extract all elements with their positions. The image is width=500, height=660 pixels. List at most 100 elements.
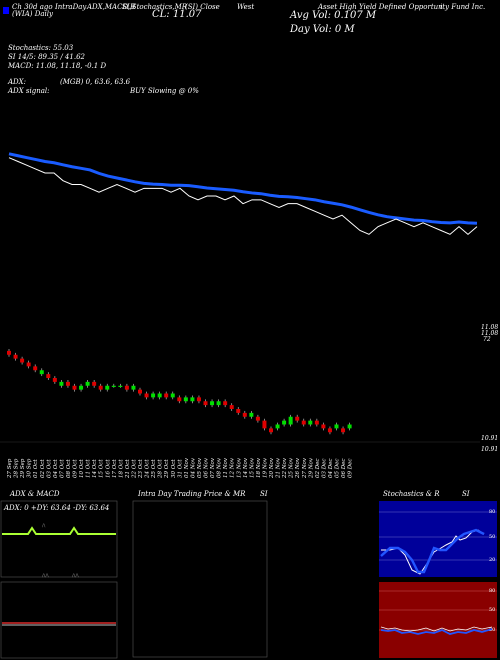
candle-body <box>151 393 156 398</box>
x-tick-label: 13 Nov <box>236 457 242 478</box>
header-label-3: ADX,MACD,R <box>87 3 136 11</box>
x-tick-label: 02 Dec <box>315 459 321 479</box>
x-tick-label: 09 Oct <box>73 459 79 478</box>
x-tick-label: 25 Oct <box>151 459 157 479</box>
candle-body <box>249 412 254 417</box>
candle-body <box>131 385 136 390</box>
candle-body <box>52 378 57 382</box>
candle-body <box>282 420 287 425</box>
intraday-panel-title: Intra Day Trading Price & MR <box>138 490 246 498</box>
candle-body <box>347 424 352 429</box>
candle-body <box>85 381 90 386</box>
x-tick-label: 07 Oct <box>59 459 65 478</box>
x-tick-label: 08 Oct <box>66 459 72 478</box>
x-tick-label: 16 Oct <box>105 459 111 478</box>
macd-marker-a: /\/\ <box>42 573 49 579</box>
candle-body <box>288 416 293 425</box>
x-tick-label: 30 Oct <box>171 459 177 478</box>
stochastics-readout: Stochastics: 55.03 <box>8 44 74 52</box>
si-slow-line <box>380 628 493 635</box>
header-label-5: (SI) Close <box>185 3 220 11</box>
candle-body <box>334 424 339 429</box>
x-tick-label: 24 Oct <box>145 459 151 479</box>
x-tick-label: 15 Nov <box>249 457 255 478</box>
x-tick-label: 29 Sep <box>20 458 26 479</box>
candle-body <box>255 416 260 421</box>
si-tick-50: 50 <box>489 607 495 613</box>
x-tick-label: 02 Oct <box>40 459 46 478</box>
candle-body <box>13 354 18 359</box>
candle-body <box>170 393 175 398</box>
price-label-top-a: 11.08 <box>481 324 498 331</box>
adx-line <box>2 526 116 535</box>
x-tick-label: 03 Dec <box>321 459 327 479</box>
header-label-6: West <box>237 3 255 11</box>
candle-body <box>98 385 103 390</box>
stochastics-panel <box>379 501 497 577</box>
candle-body <box>242 412 247 417</box>
x-tick-label: 01 Nov <box>184 457 190 478</box>
price-label-low-b: 10.91 <box>481 446 498 453</box>
x-tick-label: 29 Nov <box>308 457 314 479</box>
x-tick-label: 25 Nov <box>289 457 295 479</box>
candle-body <box>223 401 228 406</box>
x-tick-label: 04 Oct <box>53 459 59 478</box>
x-tick-label: 23 Oct <box>138 459 144 479</box>
si-tick-80: 80 <box>489 588 495 594</box>
mgb-readout: (MGB) 0, 63.6, 63.6 <box>60 78 131 86</box>
stoch-tick-50: 50 <box>489 534 495 540</box>
candle-body <box>295 416 300 421</box>
header-label-7: Asset High Yield Defined Opportun <box>318 3 443 11</box>
candle-body <box>327 428 332 433</box>
x-tick-label: 21 Nov <box>276 457 282 479</box>
x-tick-label: 19 Nov <box>262 457 268 478</box>
x-tick-label: 01 Oct <box>33 459 39 478</box>
candle-body <box>229 405 234 409</box>
adx-signal-readout: ADX signal: <box>8 87 50 95</box>
stochastics-panel-si: SI <box>462 490 470 498</box>
close-price-line <box>8 157 478 235</box>
x-tick-label: 14 Oct <box>92 459 98 478</box>
x-tick-label: 17 Oct <box>112 459 118 478</box>
x-tick-label: 04 Nov <box>190 457 196 478</box>
x-tick-label: 15 Oct <box>99 459 105 478</box>
header-label-2: IntraDay <box>55 3 87 11</box>
x-tick-label: 27 Nov <box>302 457 308 479</box>
price-chart: 11.08 11.08 72 10.91 10.91 27 Sep 28 Sep 2… <box>0 152 498 479</box>
candle-body <box>262 420 267 429</box>
day-volume-label: Day Vol: 0 M <box>290 24 355 35</box>
x-tick-label: 14 Nov <box>243 457 249 478</box>
price-label-top-b: 11.08 <box>481 330 498 337</box>
candle-body <box>92 381 97 386</box>
candle-body <box>7 350 11 355</box>
candle-body <box>203 401 208 406</box>
adx-panel <box>0 500 118 578</box>
candle-body <box>275 424 280 429</box>
ticker-label: (WIA) Daily <box>12 10 53 18</box>
legend-marker-icon <box>3 7 9 14</box>
stochastics-k-line <box>381 529 485 575</box>
x-tick-label: 22 Oct <box>131 459 137 479</box>
si-readout: SI 14/5: 89.35 / 41.62 <box>8 53 85 61</box>
moving-average-line <box>8 152 478 225</box>
x-tick-label: 11 Oct <box>86 459 92 478</box>
header-label-8: ity Fund Inc. <box>440 3 486 11</box>
header-label-4: SI,Stochastics,MR <box>122 3 188 11</box>
header-label-1: Ch 30d ago <box>12 3 53 11</box>
price-label-low-a: 10.91 <box>481 435 498 442</box>
x-tick-label: 07 Nov <box>210 457 216 478</box>
x-tick-label: 12 Nov <box>230 457 236 478</box>
candle-body <box>301 420 306 425</box>
x-tick-label: 04 Dec <box>328 459 334 479</box>
stoch-tick-80: 80 <box>489 509 495 515</box>
candle-body <box>59 381 64 386</box>
x-tick-label: 06 Dec <box>341 459 347 479</box>
avg-volume-label: Avg Vol: 0.107 M <box>290 10 377 21</box>
candle-body <box>26 362 31 367</box>
candle-body <box>314 420 319 425</box>
close-price-label: CL: 11.07 <box>152 9 202 20</box>
indicator-panels: ADX: 0 +DY: 63.64 -DY: 63.64 /\ /\/\ /\/… <box>0 500 497 659</box>
adx-panel-title: ADX & MACD <box>10 490 60 498</box>
x-tick-label: 28 Oct <box>158 459 164 479</box>
candle-body <box>341 428 346 433</box>
